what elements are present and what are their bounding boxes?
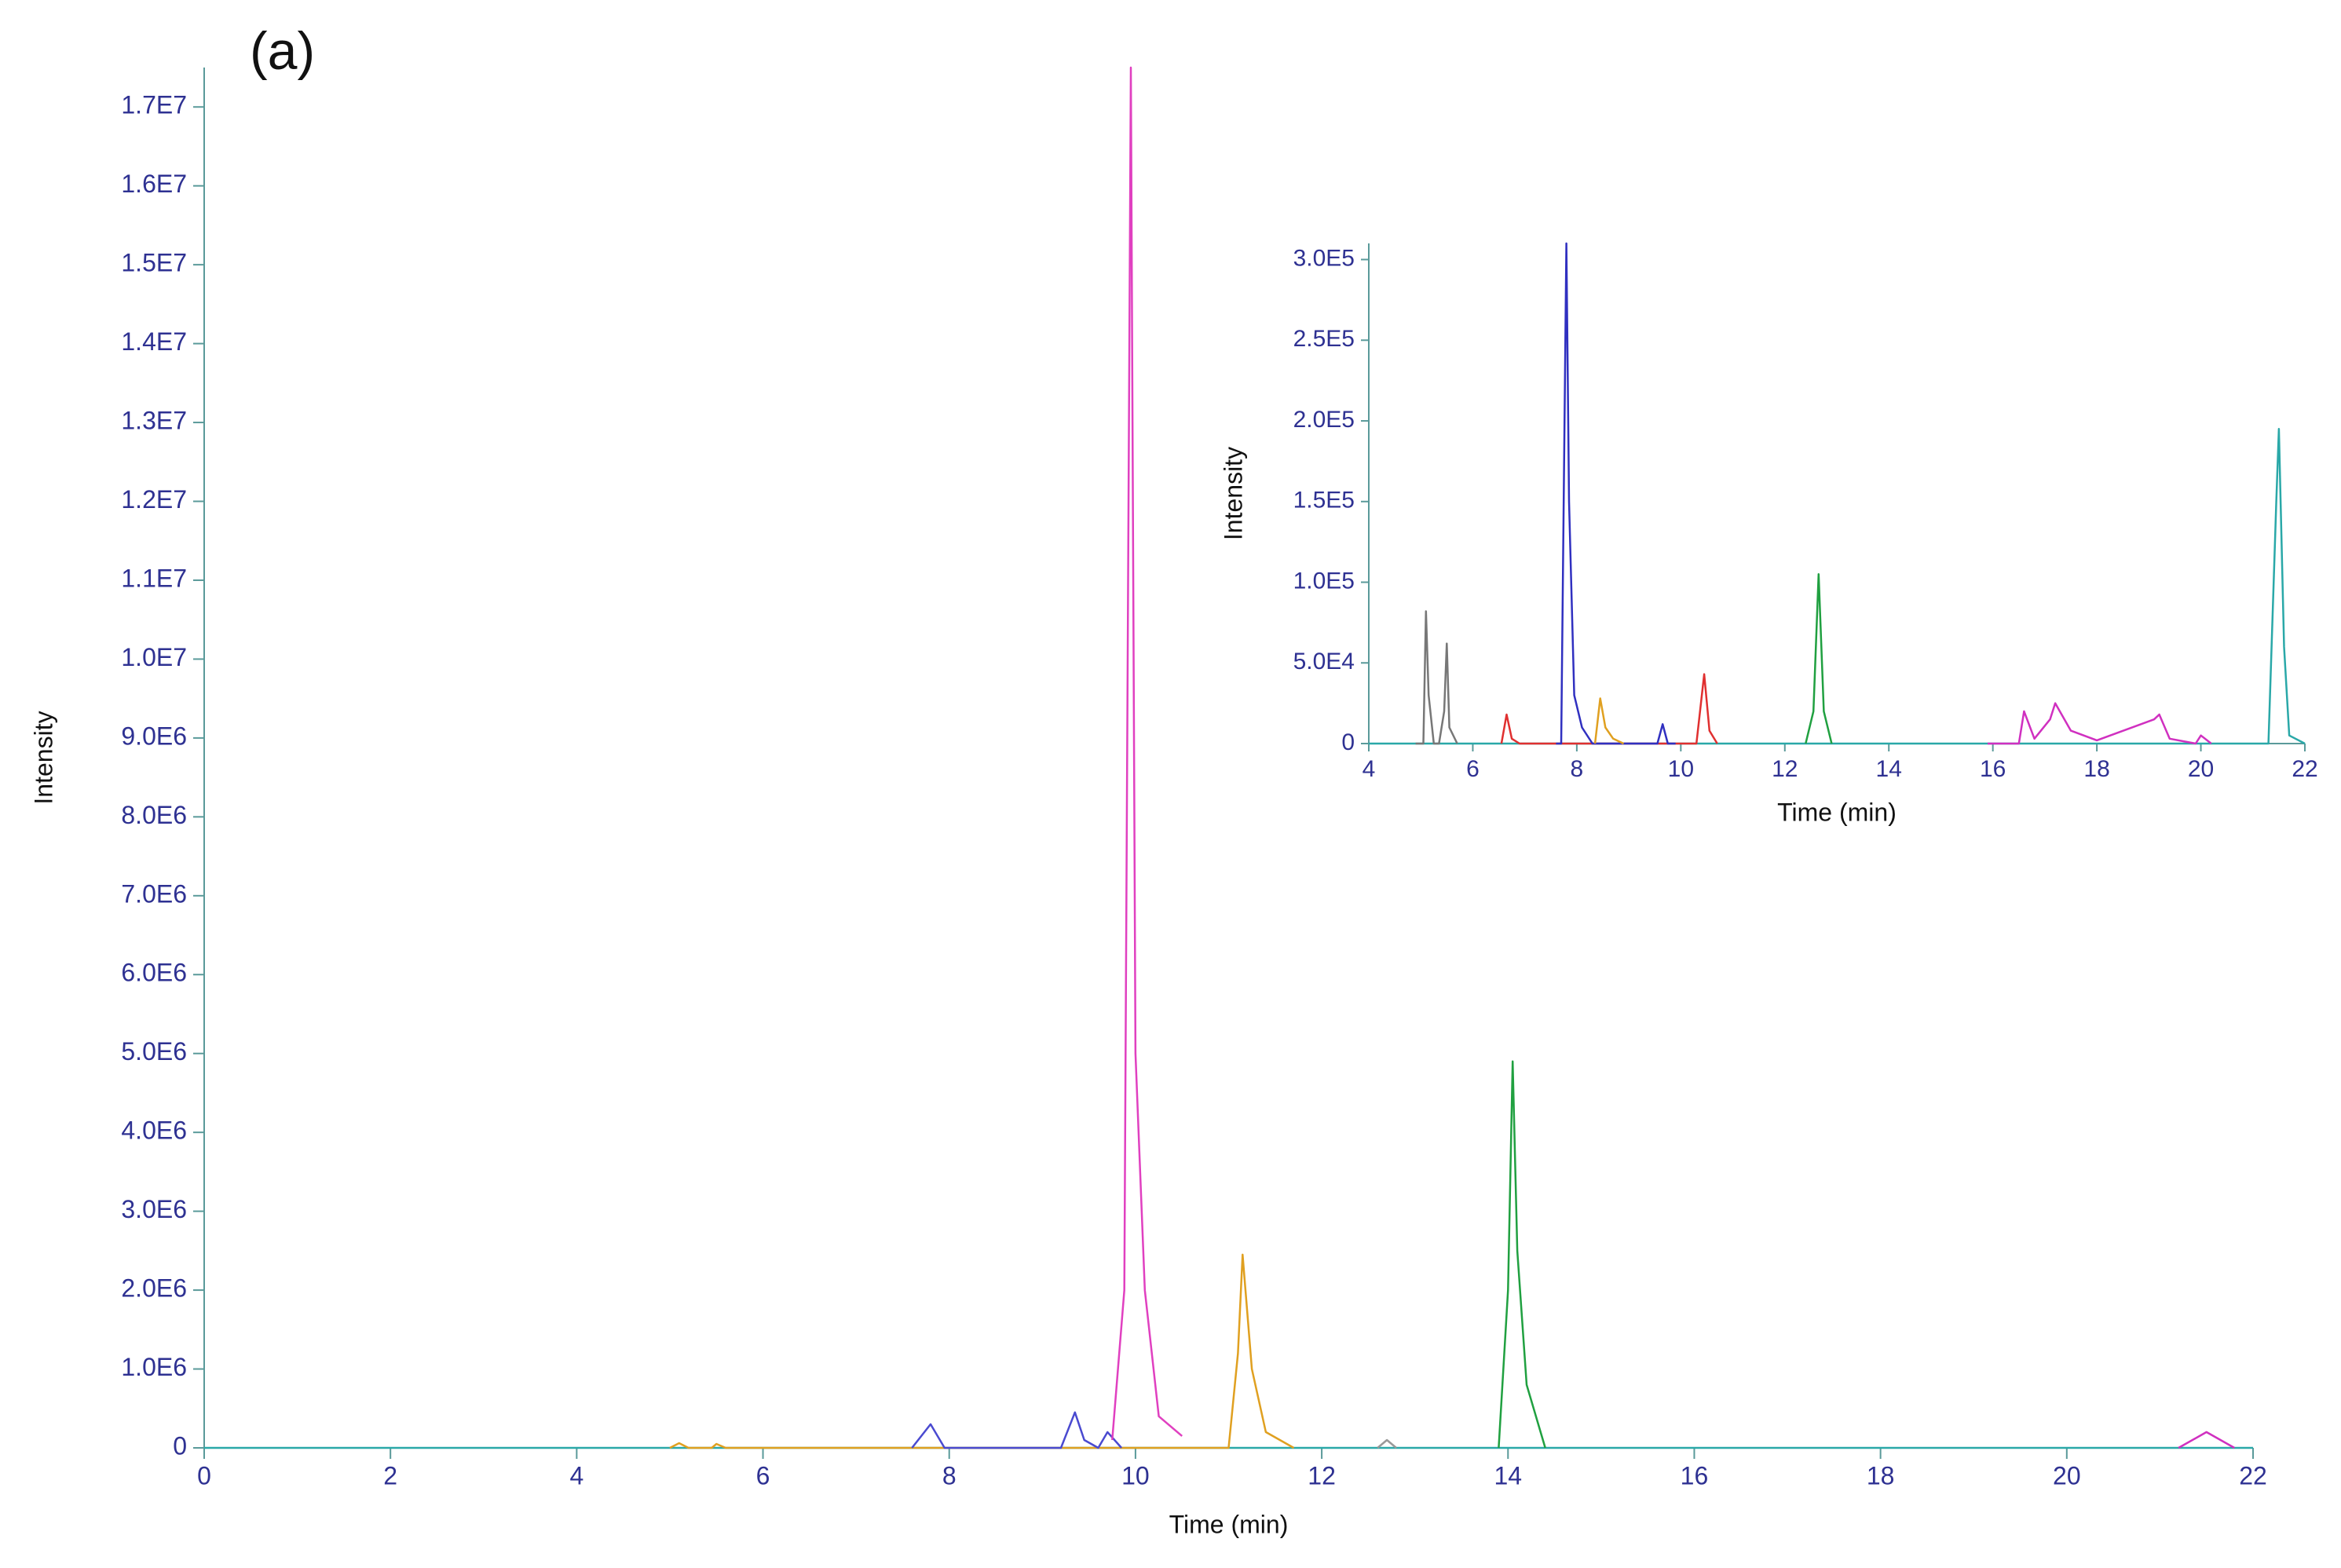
y-tick-label: 4.0E6 — [121, 1117, 187, 1145]
x-tick-label: 0 — [197, 1461, 211, 1489]
y-tick-label: 1.2E7 — [121, 485, 187, 514]
y-tick-label: 5.0E4 — [1293, 649, 1355, 674]
trace — [1593, 697, 1625, 745]
y-tick-label: 1.6E7 — [121, 170, 187, 198]
x-tick-label: 6 — [1466, 756, 1480, 782]
x-tick-label: 4 — [569, 1461, 583, 1489]
trace — [1556, 242, 1676, 745]
y-tick-label: 2.5E5 — [1293, 326, 1355, 352]
y-tick-label: 3.0E5 — [1293, 245, 1355, 271]
trace — [911, 1411, 1123, 1449]
y-tick-label: 9.0E6 — [121, 722, 187, 750]
trace — [1498, 1060, 1546, 1449]
y-tick-label: 3.0E6 — [121, 1195, 187, 1223]
y-axis-label: Intensity — [29, 711, 57, 804]
x-axis-label: Time (min) — [1777, 798, 1897, 826]
y-tick-label: 5.0E6 — [121, 1037, 187, 1065]
x-tick-label: 18 — [1867, 1461, 1895, 1489]
x-tick-label: 10 — [1668, 756, 1694, 782]
trace — [669, 1253, 1295, 1449]
x-tick-label: 12 — [1308, 1461, 1336, 1489]
y-tick-label: 0 — [173, 1431, 187, 1460]
inset-background — [1259, 228, 2336, 838]
x-tick-label: 2 — [383, 1461, 397, 1489]
y-tick-label: 2.0E5 — [1293, 407, 1355, 433]
y-tick-label: 1.0E6 — [121, 1353, 187, 1381]
y-tick-label: 1.3E7 — [121, 407, 187, 435]
y-tick-label: 1.5E5 — [1293, 488, 1355, 514]
x-tick-label: 6 — [756, 1461, 770, 1489]
x-tick-label: 14 — [1876, 756, 1902, 782]
y-tick-label: 7.0E6 — [121, 879, 187, 908]
x-tick-label: 8 — [1571, 756, 1584, 782]
y-tick-label: 2.0E6 — [121, 1274, 187, 1303]
x-tick-label: 12 — [1772, 756, 1798, 782]
trace — [1415, 610, 1458, 745]
x-tick-label: 22 — [2239, 1461, 2267, 1489]
x-tick-label: 18 — [2083, 756, 2109, 782]
y-tick-label: 1.7E7 — [121, 91, 187, 119]
y-tick-label: 0 — [1341, 729, 1355, 755]
y-tick-label: 1.0E5 — [1293, 568, 1355, 594]
x-tick-label: 16 — [1681, 1461, 1709, 1489]
x-tick-label: 16 — [1980, 756, 2006, 782]
y-tick-label: 8.0E6 — [121, 801, 187, 829]
annotation: (a) — [250, 21, 315, 81]
x-tick-label: 8 — [942, 1461, 957, 1489]
x-tick-label: 4 — [1363, 756, 1376, 782]
x-tick-label: 14 — [1494, 1461, 1522, 1489]
trace — [1377, 1438, 1397, 1449]
x-tick-label: 20 — [2053, 1461, 2081, 1489]
y-tick-label: 1.4E7 — [121, 327, 187, 356]
y-tick-label: 1.5E7 — [121, 249, 187, 277]
x-axis-label: Time (min) — [1169, 1510, 1289, 1538]
x-tick-label: 22 — [2292, 756, 2317, 782]
y-axis-label: Intensity — [1219, 447, 1247, 540]
y-tick-label: 1.1E7 — [121, 564, 187, 592]
trace — [1369, 428, 2306, 745]
x-tick-label: 10 — [1121, 1461, 1150, 1489]
trace — [2178, 1431, 2235, 1449]
trace — [1111, 66, 1183, 1441]
y-tick-label: 6.0E6 — [121, 959, 187, 987]
x-tick-label: 20 — [2188, 756, 2214, 782]
trace — [1988, 702, 2212, 745]
trace — [1805, 572, 1833, 744]
y-tick-label: 1.0E7 — [121, 643, 187, 671]
